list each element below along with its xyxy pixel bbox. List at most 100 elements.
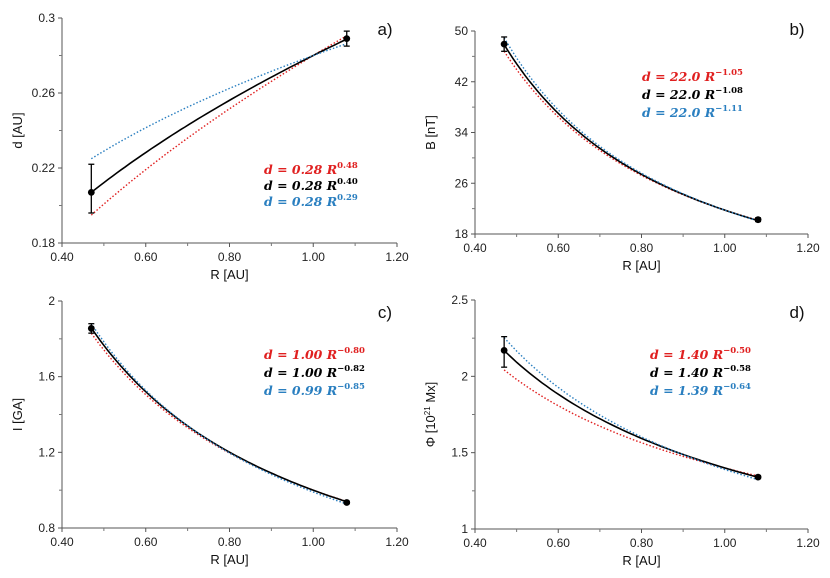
series-fit-low xyxy=(90,43,348,160)
series-fit-high xyxy=(503,50,759,221)
panel-label: c) xyxy=(378,303,392,322)
panel-d: 0.40 0.60 0.80 1.00 1.20 1 1.5 2 2.5 R [AU] Φ [102… xyxy=(423,293,820,568)
y-tick-label: 2 xyxy=(48,294,55,308)
y-tick-label: 1.2 xyxy=(38,445,55,459)
x-tick-label: 0.80 xyxy=(630,241,654,255)
y-axis-label: B [nT] xyxy=(423,115,438,150)
x-tick-label: 0.40 xyxy=(50,250,74,264)
x-tick-label: 0.80 xyxy=(218,250,242,264)
data-point xyxy=(343,35,351,43)
x-tick-label: 1.20 xyxy=(796,241,820,255)
x-tick-label: 1.00 xyxy=(302,535,326,549)
fit-label-exponent: −0.58 xyxy=(723,364,751,374)
x-axis-label: R [AU] xyxy=(622,258,660,273)
fit-label: d = 0.28 R0.48 xyxy=(264,161,358,177)
fit-label-main: d = 0.28 R xyxy=(264,194,337,209)
data-point xyxy=(754,473,762,481)
data-point xyxy=(87,325,95,332)
fit-label: d = 1.40 R−0.58 xyxy=(650,364,751,380)
y-tick-label: 0.8 xyxy=(38,521,55,535)
x-tick-label: 0.80 xyxy=(630,536,654,550)
y-axis-label: d [AU] xyxy=(10,112,25,148)
fit-label-exponent: 0.40 xyxy=(337,177,358,187)
y-tick-label: 0.3 xyxy=(38,11,55,25)
y-tick-label: 2.5 xyxy=(451,293,468,307)
fit-label-exponent: −1.05 xyxy=(715,68,743,78)
x-tick-label: 0.40 xyxy=(50,535,74,549)
y-axis-label: I [GA] xyxy=(10,398,25,431)
fit-label: d = 1.00 R−0.80 xyxy=(264,346,365,362)
x-tick-label: 1.20 xyxy=(385,535,409,549)
x-tick-label: 0.60 xyxy=(547,241,571,255)
fit-label-main: d = 22.0 R xyxy=(642,69,715,84)
fit-label-exponent: 0.48 xyxy=(337,161,358,171)
data-point xyxy=(87,188,95,196)
fit-label-main: d = 1.40 R xyxy=(650,347,723,362)
panel-b: 0.40 0.60 0.80 1.00 1.20 18 26 34 42 50 R [AU] B [n… xyxy=(423,20,820,273)
fit-label-main: d = 0.28 R xyxy=(264,178,337,193)
series-fit-high xyxy=(90,35,348,216)
x-axis-label: R [AU] xyxy=(210,552,248,567)
fit-label-exponent: −1.08 xyxy=(715,86,743,96)
y-tick-label: 2 xyxy=(461,369,468,383)
fit-label-main: d = 0.28 R xyxy=(264,162,337,177)
x-axis-label: R [AU] xyxy=(210,267,248,282)
x-tick-label: 1.20 xyxy=(385,250,409,264)
fit-label-exponent: −0.82 xyxy=(337,364,365,374)
x-tick-label: 0.80 xyxy=(218,535,242,549)
fit-label-exponent: 0.29 xyxy=(337,193,358,203)
fit-label-main: d = 1.00 R xyxy=(264,365,337,380)
fit-label: d = 22.0 R−1.05 xyxy=(642,68,743,84)
data-point xyxy=(500,40,508,48)
fit-label: d = 1.00 R−0.82 xyxy=(264,364,365,380)
fit-label-exponent: −0.80 xyxy=(337,346,365,356)
series-fit-mid xyxy=(90,38,348,194)
y-axis-label: Φ [1021 Mx] xyxy=(423,382,438,448)
y-tick-label: 1 xyxy=(461,522,468,536)
fit-label-main: d = 22.0 R xyxy=(642,105,715,120)
panel-label: a) xyxy=(377,20,392,39)
panel-a: 0.40 0.60 0.80 1.00 1.20 0.18 0.22 0.26 0.3 R [AU… xyxy=(10,11,409,282)
fit-label-exponent: −0.85 xyxy=(337,382,365,392)
y-tick-label: 0.26 xyxy=(32,86,56,100)
y-tick-label: 1.5 xyxy=(451,446,468,460)
y-axis-label-main: Φ [10 xyxy=(423,415,438,447)
panel-label: d) xyxy=(789,303,804,322)
panel-label: b) xyxy=(789,20,804,39)
panel-c: 0.40 0.60 0.80 1.00 1.20 0.8 1.2 1.6 2 R [AU] I [G… xyxy=(10,294,409,567)
fit-label: d = 0.28 R0.40 xyxy=(264,177,358,193)
x-tick-label: 1.00 xyxy=(302,250,326,264)
fit-label-main: d = 22.0 R xyxy=(642,87,715,102)
fit-label: d = 1.39 R−0.64 xyxy=(650,382,751,398)
y-tick-label: 34 xyxy=(455,126,469,140)
fit-label-main: d = 1.00 R xyxy=(264,347,337,362)
fit-label-exponent: −0.50 xyxy=(723,346,751,356)
fit-label-main: d = 1.39 R xyxy=(650,383,723,398)
y-tick-label: 18 xyxy=(455,227,469,241)
y-axis-label-sup: 21 xyxy=(423,406,432,415)
fit-label: d = 1.40 R−0.50 xyxy=(650,346,751,362)
fit-label: d = 0.99 R−0.85 xyxy=(264,382,365,398)
y-tick-label: 1.6 xyxy=(38,370,55,384)
fit-label: d = 22.0 R−1.11 xyxy=(642,104,743,120)
x-tick-label: 1.20 xyxy=(796,536,820,550)
x-tick-label: 0.60 xyxy=(547,536,571,550)
x-axis-label: R [AU] xyxy=(622,553,660,568)
y-tick-label: 0.18 xyxy=(32,236,56,250)
series-fit-mid xyxy=(503,349,759,479)
x-tick-label: 1.00 xyxy=(713,536,737,550)
fit-label: d = 22.0 R−1.08 xyxy=(642,86,743,102)
data-point xyxy=(500,346,508,354)
fit-label-exponent: −1.11 xyxy=(715,104,743,114)
data-point xyxy=(754,216,762,224)
y-axis-label-end: Mx] xyxy=(423,382,438,407)
y-tick-label: 0.22 xyxy=(32,161,56,175)
y-tick-label: 26 xyxy=(455,176,469,190)
series-fit-low xyxy=(503,37,759,222)
x-tick-label: 0.40 xyxy=(463,536,487,550)
x-tick-label: 1.00 xyxy=(713,241,737,255)
data-point xyxy=(343,499,351,506)
x-tick-label: 0.60 xyxy=(134,535,158,549)
x-tick-label: 0.40 xyxy=(463,241,487,255)
